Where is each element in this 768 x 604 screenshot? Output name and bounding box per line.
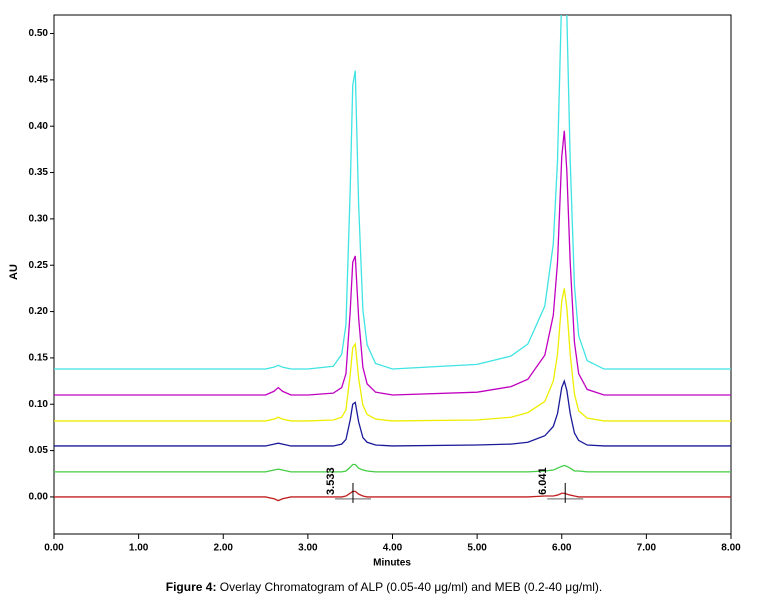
series-line <box>54 463 731 473</box>
y-tick-label: 0.50 <box>29 28 49 39</box>
plot-frame <box>53 14 732 535</box>
y-tick-label: 0.35 <box>29 167 49 178</box>
y-tick-label: 0.40 <box>29 121 49 132</box>
peak-label: 3.533 <box>325 467 337 495</box>
series-line <box>54 15 731 370</box>
y-tick-label: 0.25 <box>29 260 49 271</box>
y-tick-label: 0.30 <box>29 214 49 225</box>
caption-text: Overlay Chromatogram of ALP (0.05-40 μg/… <box>220 580 602 594</box>
caption: Figure 4: Overlay Chromatogram of ALP (0… <box>166 580 602 594</box>
x-tick-label: 2.00 <box>214 543 234 554</box>
plot-lines <box>54 15 731 502</box>
y-tick-label: 0.10 <box>29 399 49 410</box>
y-tick-label: 0.15 <box>29 353 49 364</box>
x-tick-label: 4.00 <box>383 543 403 554</box>
x-tick-label: 1.00 <box>129 543 149 554</box>
series-line <box>54 379 731 447</box>
x-tick-label: 7.00 <box>637 543 657 554</box>
series-line <box>54 288 731 422</box>
x-tick-label: 0.00 <box>44 543 64 554</box>
y-tick-label: 0.05 <box>29 445 49 456</box>
x-tick-label: 5.00 <box>467 543 487 554</box>
series-line <box>54 130 731 396</box>
y-tick-label: 0.00 <box>29 492 49 503</box>
x-tick-label: 8.00 <box>721 543 741 554</box>
caption-label: Figure 4: <box>166 580 217 594</box>
x-tick-label: 3.00 <box>298 543 318 554</box>
y-tick-label: 0.45 <box>29 75 49 86</box>
y-axis-label: AU <box>8 264 20 280</box>
y-tick-label: 0.20 <box>29 306 49 317</box>
peak-label: 6.041 <box>537 467 549 495</box>
x-tick-label: 6.00 <box>552 543 572 554</box>
series-line <box>54 490 731 502</box>
x-axis-label: Minutes <box>373 558 411 569</box>
